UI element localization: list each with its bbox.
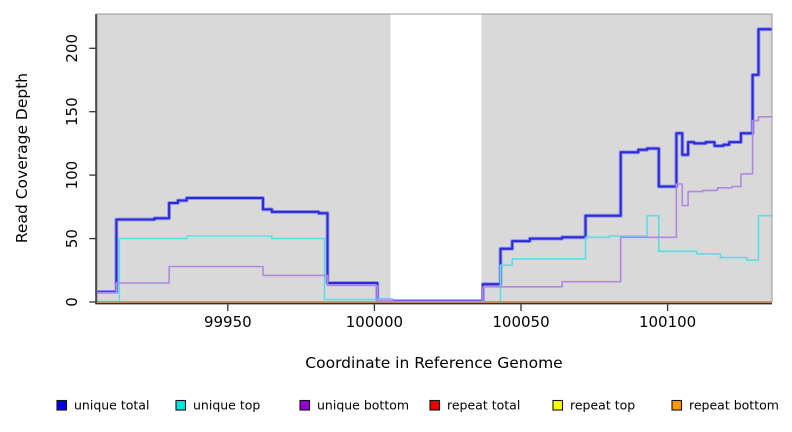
legend-label-repeat-top: repeat top	[570, 398, 635, 413]
legend-item-repeat-top: repeat top	[552, 398, 635, 413]
legend-item-unique-bottom: unique bottom	[299, 398, 409, 413]
y-tick-label: 100	[63, 161, 81, 190]
legend-swatch-repeat-total	[429, 399, 441, 411]
plot-panel-border	[96, 13, 773, 303]
legend: unique total unique top unique bottom repea…	[56, 398, 779, 413]
legend-swatch-unique-total	[56, 399, 68, 411]
legend-item-unique-top: unique top	[175, 398, 260, 413]
legend-label-repeat-bottom: repeat bottom	[689, 398, 779, 413]
plot-area	[95, 13, 773, 303]
legend-swatch-repeat-bottom	[671, 399, 683, 411]
x-tick-label: 100000	[346, 313, 403, 331]
x-axis-title: Coordinate in Reference Genome	[305, 354, 562, 372]
series-unique-top-line	[95, 214, 772, 303]
legend-swatch-unique-bottom	[299, 399, 311, 411]
legend-item-repeat-bottom: repeat bottom	[671, 398, 779, 413]
series-unique-total-line	[95, 28, 772, 303]
legend-label-repeat-total: repeat total	[447, 398, 520, 413]
y-tick-label: 0	[63, 297, 81, 307]
y-axis-title: Read Coverage Depth	[13, 73, 31, 243]
x-tick-label: 100050	[492, 313, 549, 331]
y-tick-label: 50	[63, 229, 81, 248]
legend-swatch-unique-top	[175, 399, 187, 411]
x-tick-label: 99950	[204, 313, 252, 331]
legend-item-unique-total: unique total	[56, 398, 149, 413]
axes: 99950 100000 100050 100100 0 50 100 150 200	[63, 14, 772, 331]
legend-label-unique-top: unique top	[193, 398, 260, 413]
y-tick-label: 150	[63, 97, 81, 126]
coverage-gap-band	[390, 14, 482, 302]
series-unique-bottom-line	[95, 116, 772, 303]
y-tick-label: 200	[63, 34, 81, 63]
legend-label-unique-total: unique total	[74, 398, 149, 413]
x-tick-label: 100100	[639, 313, 696, 331]
legend-label-unique-bottom: unique bottom	[317, 398, 409, 413]
legend-swatch-repeat-top	[552, 399, 564, 411]
legend-item-repeat-total: repeat total	[429, 398, 520, 413]
